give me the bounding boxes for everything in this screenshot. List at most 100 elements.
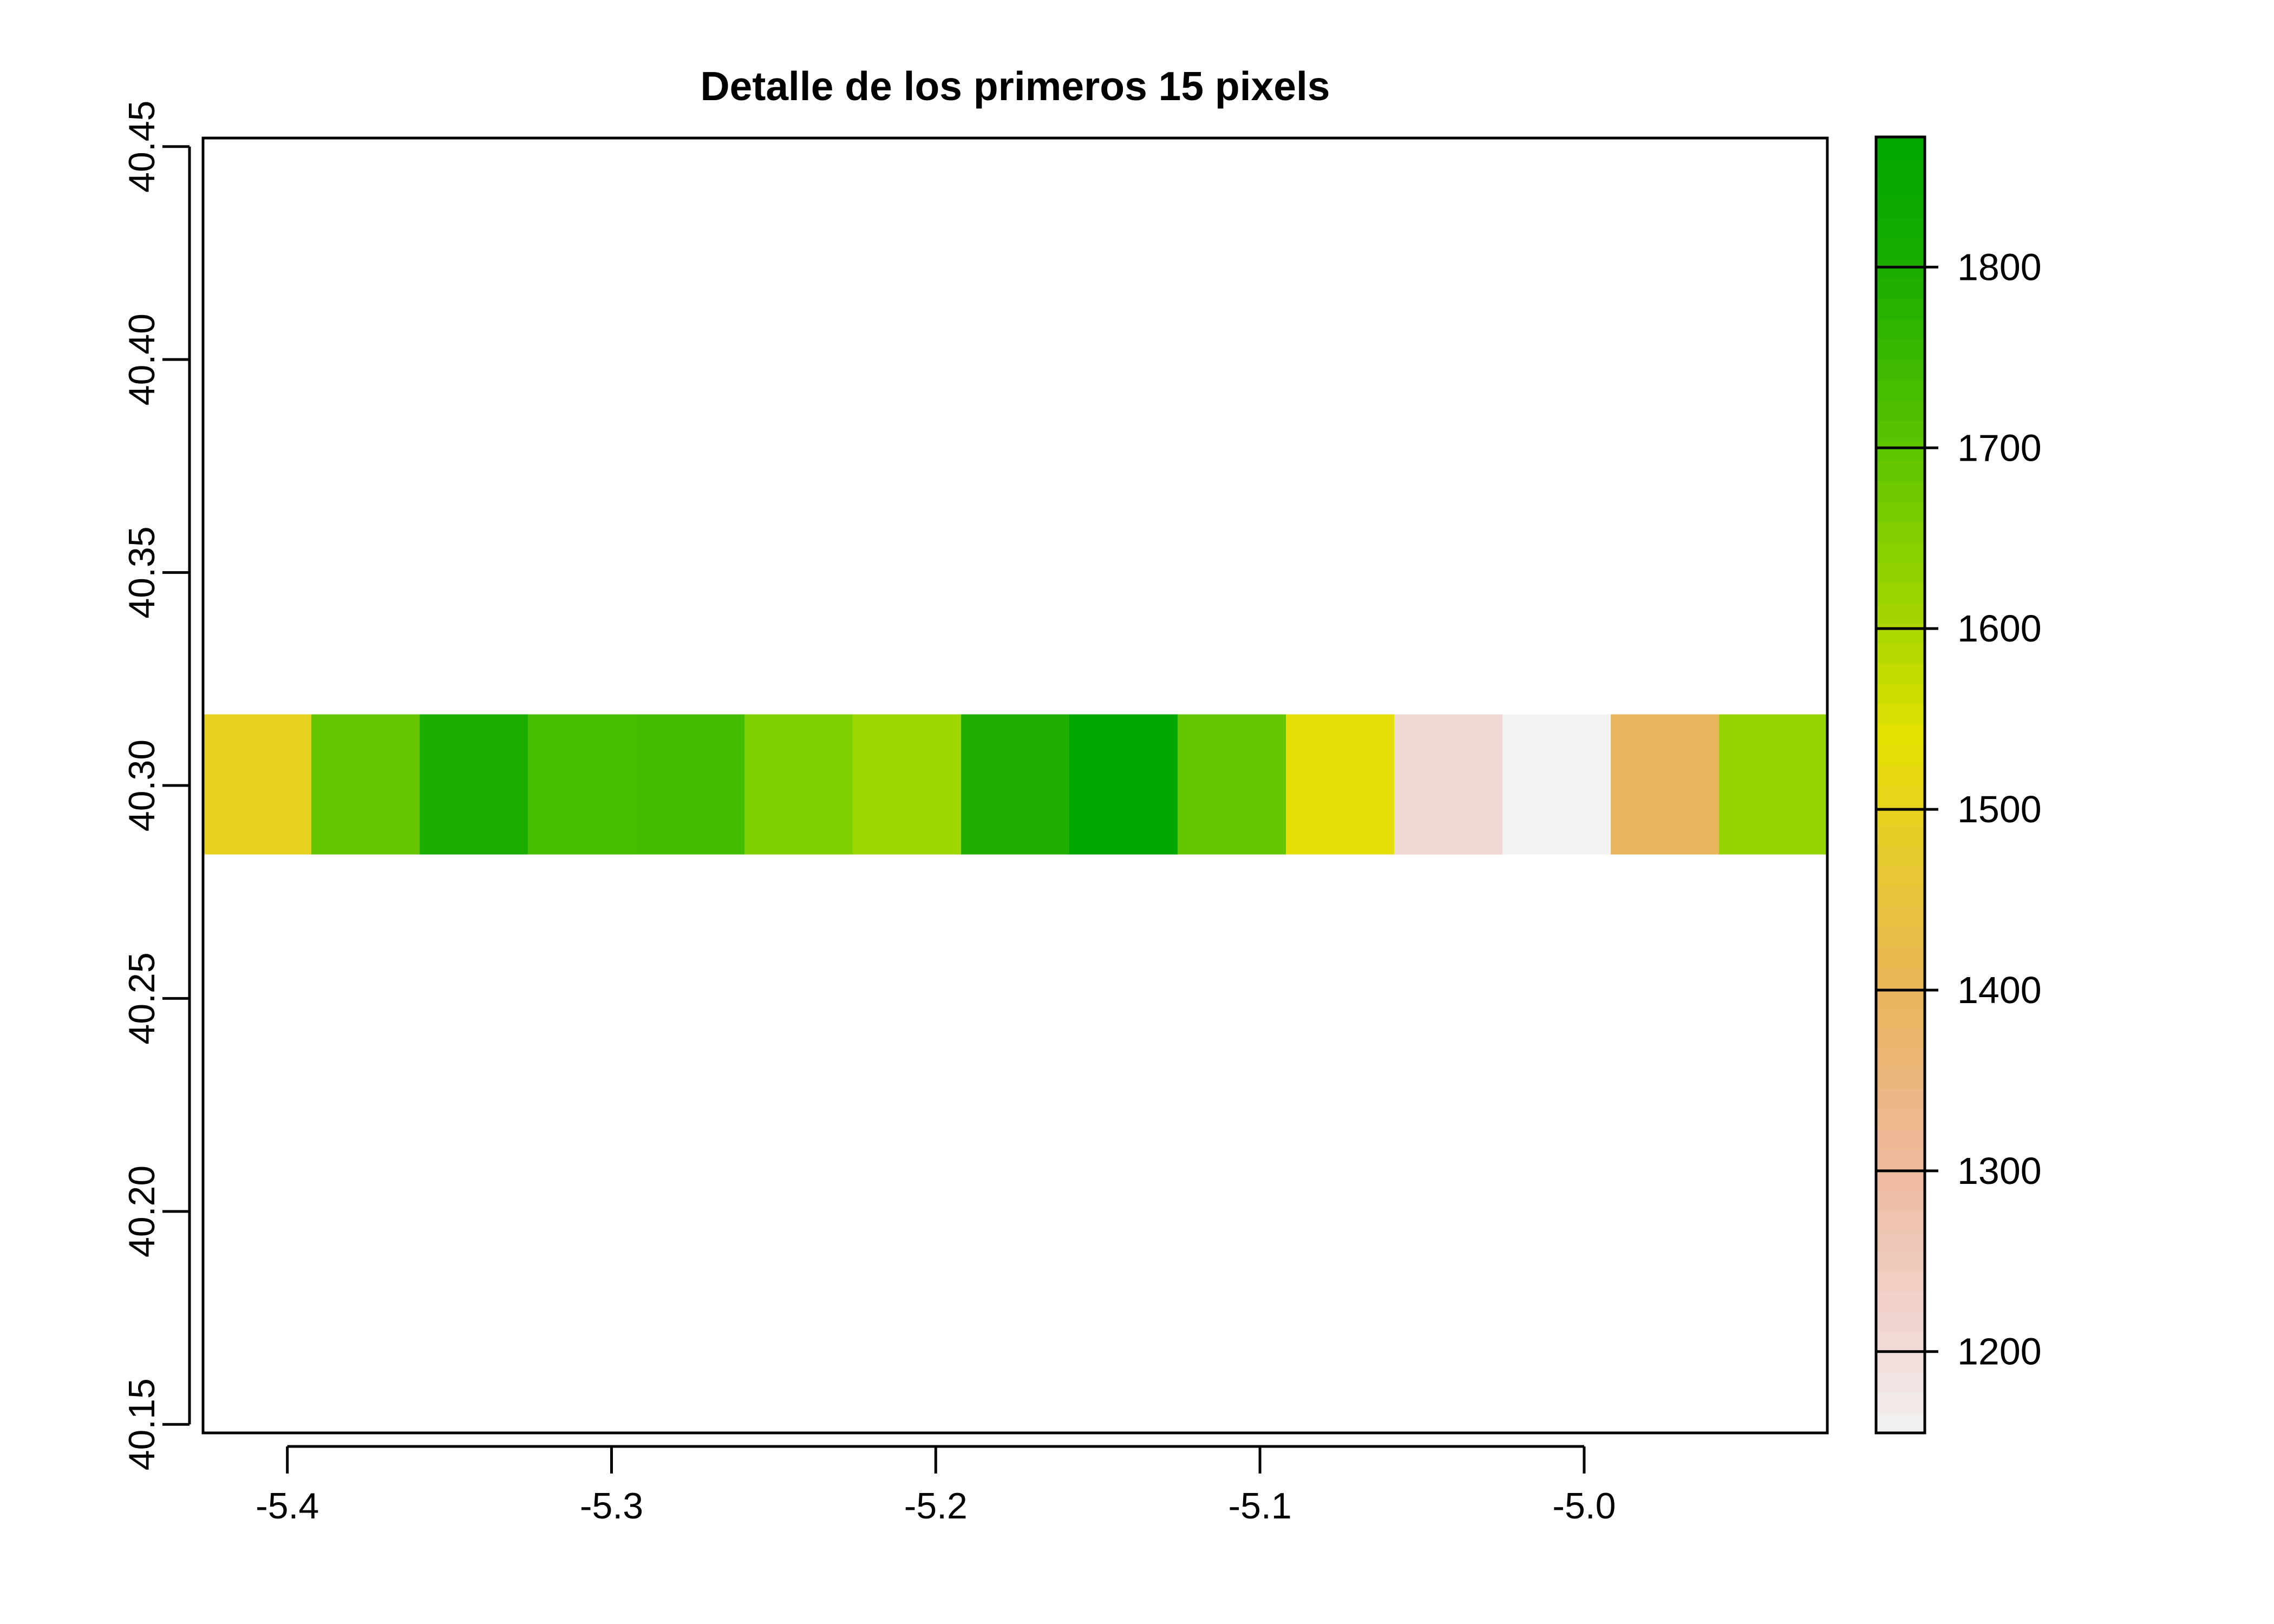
raster-pixel [1394, 714, 1503, 855]
raster-pixel [420, 714, 528, 855]
legend-color-step [1876, 1007, 1925, 1029]
legend-color-step [1876, 704, 1925, 725]
legend-color-step [1876, 1250, 1925, 1272]
raster-pixel [744, 714, 853, 855]
legend-tick-label: 1800 [1957, 246, 2042, 288]
legend-color-step [1876, 379, 1925, 401]
raster-layer [203, 714, 1828, 855]
legend-color-step [1876, 1412, 1925, 1433]
legend-color-step [1876, 339, 1925, 361]
raster-pixel [636, 714, 745, 855]
raster-pixel [1611, 714, 1720, 855]
raster-pixel [311, 714, 420, 855]
legend-color-step [1876, 1230, 1925, 1252]
legend-color-step [1876, 299, 1925, 320]
legend-color-step [1876, 663, 1925, 684]
legend-color-step [1876, 683, 1925, 705]
legend-color-step [1876, 501, 1925, 522]
legend-color-step [1876, 785, 1925, 806]
legend-color-step [1876, 258, 1925, 279]
legend-color-step [1876, 1311, 1925, 1332]
legend-color-step [1876, 1352, 1925, 1373]
legend-color-step [1876, 1210, 1925, 1231]
plot-frame [201, 136, 1829, 1435]
legend-color-step [1876, 764, 1925, 785]
legend-color-step [1876, 724, 1925, 745]
legend-color-step [1876, 1331, 1925, 1353]
y-tick-label: 40.45 [121, 101, 162, 193]
legend-tick-label: 1200 [1957, 1331, 2042, 1373]
legend-color-step [1876, 137, 1925, 158]
legend-color-step [1876, 1149, 1925, 1170]
raster-pixel [853, 714, 962, 855]
x-tick-label: -5.0 [1552, 1485, 1616, 1527]
legend-color-step [1876, 623, 1925, 644]
legend-color-step [1876, 157, 1925, 178]
y-tick-label: 40.20 [121, 1165, 162, 1258]
legend-color-step [1876, 278, 1925, 300]
legend-color-step [1876, 866, 1925, 887]
raster-pixel [961, 714, 1070, 855]
y-tick-label: 40.15 [121, 1378, 162, 1470]
y-tick-label: 40.35 [121, 526, 162, 618]
x-tick-label: -5.3 [580, 1485, 643, 1527]
legend-color-step [1876, 1190, 1925, 1211]
legend-color-step [1876, 562, 1925, 583]
legend-tick-label: 1300 [1957, 1150, 2042, 1192]
chart-title: Detalle de los primeros 15 pixels [700, 63, 1330, 109]
legend-tick-label: 1700 [1957, 427, 2042, 469]
legend-color-step [1876, 744, 1925, 765]
legend-color-step [1876, 461, 1925, 482]
legend-color-step [1876, 1089, 1925, 1110]
legend-color-step [1876, 846, 1925, 867]
x-tick-label: -5.4 [256, 1485, 319, 1527]
legend-color-step [1876, 198, 1925, 219]
x-tick-label: -5.2 [904, 1485, 968, 1527]
x-tick-label: -5.1 [1229, 1485, 1292, 1527]
legend-color-step [1876, 1291, 1925, 1312]
legend-tick-label: 1500 [1957, 788, 2042, 830]
legend-color-step [1876, 359, 1925, 381]
legend-color-step [1876, 886, 1925, 907]
y-axis: 40.15 40.20 40.25 40.30 40.35 40.40 40.45 [121, 101, 191, 1470]
legend-color-step [1876, 926, 1925, 948]
x-axis: -5.4 -5.3 -5.2 -5.1 -5.0 [256, 1445, 1616, 1527]
color-legend: 1200 1300 1400 1500 1600 1700 1800 [1874, 135, 2042, 1435]
legend-color-step [1876, 643, 1925, 664]
raster-pixel [528, 714, 637, 855]
raster-pixel [1719, 714, 1828, 855]
y-tick-label: 40.40 [121, 313, 162, 405]
y-tick-label: 40.30 [121, 739, 162, 831]
legend-color-step [1876, 218, 1925, 239]
legend-color-step [1876, 542, 1925, 563]
raster-pixel [1069, 714, 1178, 855]
legend-tick-label: 1400 [1957, 969, 2042, 1011]
legend-frame [1874, 135, 1926, 1435]
legend-color-step [1876, 1109, 1925, 1130]
y-tick-label: 40.25 [121, 952, 162, 1044]
legend-tick-label: 1600 [1957, 607, 2042, 650]
legend-color-step [1876, 1068, 1925, 1089]
legend-color-step [1876, 400, 1925, 421]
legend-color-step [1876, 582, 1925, 604]
raster-pixel [203, 714, 312, 855]
legend-color-step [1876, 481, 1925, 502]
legend-color-step [1876, 420, 1925, 441]
legend-color-step [1876, 967, 1925, 988]
legend-color-step [1876, 603, 1925, 624]
legend-color-step [1876, 1169, 1925, 1190]
legend-color-step [1876, 1129, 1925, 1150]
legend-color-step [1876, 319, 1925, 340]
legend-color-step [1876, 1271, 1925, 1292]
legend-color-step [1876, 1372, 1925, 1393]
legend-color-step [1876, 1027, 1925, 1049]
legend-color-step [1876, 441, 1925, 462]
raster-pixel [1286, 714, 1395, 855]
raster-pixel [1502, 714, 1611, 855]
legend-color-step [1876, 1048, 1925, 1069]
legend-color-step [1876, 177, 1925, 199]
legend-color-step [1876, 825, 1925, 847]
legend-color-step [1876, 906, 1925, 927]
legend-color-step [1876, 1392, 1925, 1413]
